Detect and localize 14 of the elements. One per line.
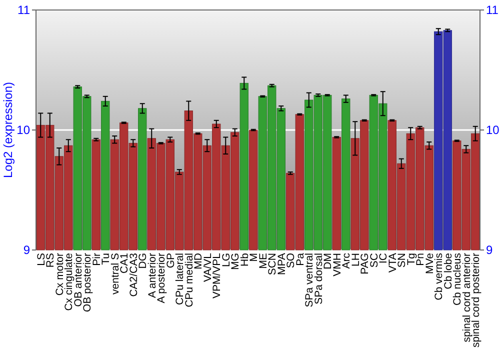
x-tick-label: LS	[35, 253, 48, 266]
x-tick-label: RS	[44, 253, 57, 268]
y-axis-title: Log2 (expression)	[1, 82, 15, 178]
y2-tick-label: 11	[486, 3, 499, 18]
x-tick-label: Hb	[238, 252, 251, 266]
x-tick-label: CPu medial	[183, 253, 196, 308]
y-tick-label: 11	[18, 3, 30, 18]
x-tick-label: Cb lobe	[442, 252, 454, 290]
y2-tick-label: 10	[486, 123, 500, 138]
y-tick-label: 10	[16, 123, 30, 138]
x-tick-label: spinal cord posterior	[470, 252, 482, 348]
y-tick-label: 9	[23, 243, 30, 258]
x-tick-label: SPa dorsal	[312, 253, 325, 304]
y2-tick-label: 9	[486, 243, 493, 258]
